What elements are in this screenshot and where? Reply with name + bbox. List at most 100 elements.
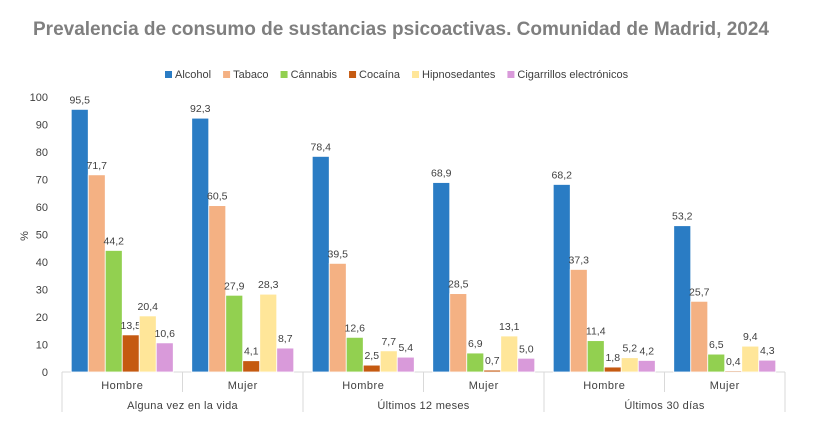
bar-tabaco bbox=[690, 300, 709, 373]
legend-swatch bbox=[507, 71, 515, 78]
data-label: 0,4 bbox=[726, 356, 741, 368]
data-label: 28,3 bbox=[258, 279, 279, 291]
data-label: 10,6 bbox=[155, 328, 176, 340]
data-label: 4,1 bbox=[244, 346, 259, 358]
y-tick-label: 40 bbox=[36, 257, 48, 269]
data-label: 71,7 bbox=[87, 160, 108, 172]
data-label: 20,4 bbox=[138, 301, 159, 313]
data-label: 5,0 bbox=[519, 343, 534, 355]
bar-cigarrillos-electrónicos bbox=[758, 359, 777, 373]
data-label: 8,7 bbox=[278, 333, 293, 345]
bar-cocaína bbox=[121, 334, 140, 373]
y-tick-label: 20 bbox=[36, 312, 48, 324]
bar-tabaco bbox=[328, 262, 347, 373]
x-category-label: Mujer bbox=[710, 380, 740, 392]
data-label: 4,3 bbox=[760, 345, 775, 357]
data-label: 6,9 bbox=[468, 338, 483, 350]
bar-cocaína bbox=[362, 364, 381, 373]
y-tick-label: 0 bbox=[42, 367, 48, 379]
bar-cigarrillos-electrónicos bbox=[396, 356, 415, 373]
bar-cánnabis bbox=[707, 353, 726, 373]
bar-alcohol bbox=[191, 117, 210, 373]
data-label: 92,3 bbox=[190, 103, 211, 115]
x-category-label: Hombre bbox=[101, 380, 143, 392]
legend-swatch bbox=[412, 71, 420, 78]
bar-tabaco bbox=[208, 205, 227, 373]
data-label: 68,9 bbox=[431, 168, 452, 180]
data-label: 5,4 bbox=[398, 342, 413, 354]
y-tick-label: 30 bbox=[36, 285, 48, 297]
bar-cocaína bbox=[242, 360, 261, 373]
bar-cánnabis bbox=[345, 336, 364, 373]
bar-cocaína bbox=[724, 370, 743, 373]
data-label: 1,8 bbox=[605, 352, 620, 364]
data-label: 13,5 bbox=[121, 320, 142, 332]
x-category-label: Hombre bbox=[342, 380, 384, 392]
bar-tabaco bbox=[569, 269, 588, 373]
bar-hipnosedantes bbox=[379, 350, 398, 373]
bar-cánnabis bbox=[586, 340, 605, 373]
x-group-label: Últimos 12 meses bbox=[377, 399, 469, 412]
y-tick-label: 60 bbox=[36, 202, 48, 214]
legend-swatch bbox=[349, 71, 357, 78]
legend-entry: Cigarrillos electrónicos bbox=[517, 69, 628, 81]
data-label: 13,1 bbox=[499, 321, 520, 333]
data-label: 68,2 bbox=[552, 169, 573, 181]
legend-swatch bbox=[223, 71, 231, 78]
bar-cánnabis bbox=[225, 294, 244, 373]
bar-cigarrillos-electrónicos bbox=[517, 357, 536, 373]
data-label: 27,9 bbox=[224, 280, 245, 292]
bar-cigarrillos-electrónicos bbox=[637, 360, 656, 373]
data-label: 6,5 bbox=[709, 339, 724, 351]
bar-hipnosedantes bbox=[620, 357, 639, 373]
x-category-label: Mujer bbox=[469, 380, 499, 392]
bar-cigarrillos-electrónicos bbox=[155, 342, 174, 373]
data-label: 39,5 bbox=[328, 248, 349, 260]
y-tick-label: 100 bbox=[30, 92, 48, 104]
data-label: 28,5 bbox=[448, 279, 469, 291]
bars: 95,5 92,3 78,4 68,9 68,2 53,2 71,7 60,5 39,5 28,5… bbox=[70, 94, 777, 373]
data-label: 60,5 bbox=[207, 191, 228, 203]
legend-swatch bbox=[280, 71, 288, 78]
data-label: 53,2 bbox=[672, 211, 693, 223]
bar-hipnosedantes bbox=[138, 315, 157, 373]
x-category-label: Mujer bbox=[228, 380, 258, 392]
y-tick-label: 80 bbox=[36, 147, 48, 159]
y-tick-label: 10 bbox=[36, 340, 48, 352]
data-label: 95,5 bbox=[70, 94, 91, 106]
legend: Alcohol Tabaco Cánnabis Cocaína Hipnosedante… bbox=[165, 69, 629, 81]
data-label: 12,6 bbox=[345, 322, 366, 334]
y-axis-label: % bbox=[19, 231, 31, 241]
data-label: 9,4 bbox=[743, 331, 758, 343]
data-label: 78,4 bbox=[311, 141, 332, 153]
data-label: 44,2 bbox=[104, 235, 125, 247]
bar-tabaco bbox=[87, 174, 106, 373]
data-label: 4,2 bbox=[639, 345, 654, 357]
bar-alcohol bbox=[673, 225, 692, 373]
data-label: 0,7 bbox=[485, 355, 500, 367]
bar-cocaína bbox=[483, 369, 502, 373]
data-label: 7,7 bbox=[381, 336, 396, 348]
data-label: 5,2 bbox=[622, 343, 637, 355]
chart-title: Prevalencia de consumo de sustancias psi… bbox=[33, 19, 769, 40]
y-tick-label: 70 bbox=[36, 175, 48, 187]
data-label: 2,5 bbox=[364, 350, 379, 362]
bar-alcohol bbox=[552, 184, 571, 373]
y-tick-label: 50 bbox=[36, 230, 48, 242]
axes: 0 10 20 30 40 50 60 70 80 90 100 Hombre Mujer Hombre M… bbox=[30, 92, 786, 412]
data-label: 25,7 bbox=[689, 286, 710, 298]
legend-entry: Cánnabis bbox=[291, 69, 338, 81]
data-label: 37,3 bbox=[569, 254, 590, 266]
legend-swatch bbox=[165, 71, 172, 78]
bar-hipnosedantes bbox=[500, 335, 519, 373]
bar-cocaína bbox=[603, 366, 622, 373]
legend-entry: Alcohol bbox=[175, 69, 211, 81]
legend-entry: Hipnosedantes bbox=[422, 69, 496, 81]
bar-tabaco bbox=[449, 293, 468, 373]
bar-hipnosedantes bbox=[259, 293, 278, 373]
x-category-label: Hombre bbox=[583, 380, 625, 392]
bar-hipnosedantes bbox=[741, 345, 760, 373]
y-tick-label: 90 bbox=[36, 120, 48, 132]
